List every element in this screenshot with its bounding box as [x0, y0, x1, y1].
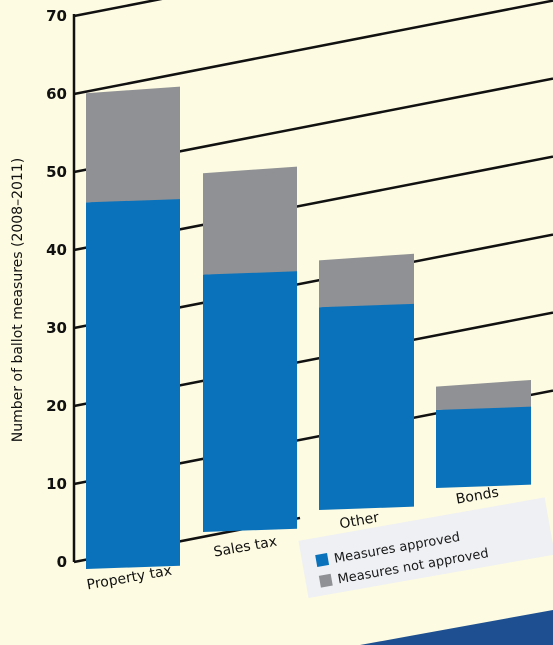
bar-not-approved-property-tax: [86, 86, 180, 203]
bar-approved-property-tax: [86, 195, 180, 569]
accent-band: [360, 610, 553, 645]
bars: [86, 86, 531, 569]
y-tick-label: 20: [46, 397, 67, 415]
bar-approved-bonds: [436, 403, 531, 488]
legend-swatch-not-approved: [318, 573, 333, 588]
category-label: Sales tax: [212, 534, 278, 561]
legend: Measures approved Measures not approved: [298, 497, 553, 598]
bar-not-approved-sales-tax: [203, 166, 297, 275]
grid-line: [73, 0, 553, 96]
bar-not-approved-bonds: [436, 379, 531, 410]
y-tick-label: 50: [46, 163, 67, 181]
bar-not-approved-other: [319, 253, 414, 308]
y-tick-label: 70: [46, 7, 67, 25]
bar-approved-sales-tax: [203, 268, 297, 532]
y-tick-label: 0: [57, 553, 67, 571]
category-label: Bonds: [455, 484, 500, 507]
y-tick-label: 40: [46, 241, 67, 259]
legend-swatch-approved: [315, 553, 330, 567]
y-tick-labels: 0 10 20 30 40 50 60 70: [46, 7, 67, 571]
y-tick-label: 60: [46, 85, 67, 103]
category-label: Other: [338, 510, 380, 533]
bar-approved-other: [319, 300, 414, 510]
y-tick-label: 10: [46, 475, 67, 493]
legend-box: [298, 497, 553, 598]
y-tick-label: 30: [46, 319, 67, 337]
y-axis-label: Number of ballot measures (2008–2011): [10, 158, 26, 442]
grid-line: [73, 0, 163, 18]
